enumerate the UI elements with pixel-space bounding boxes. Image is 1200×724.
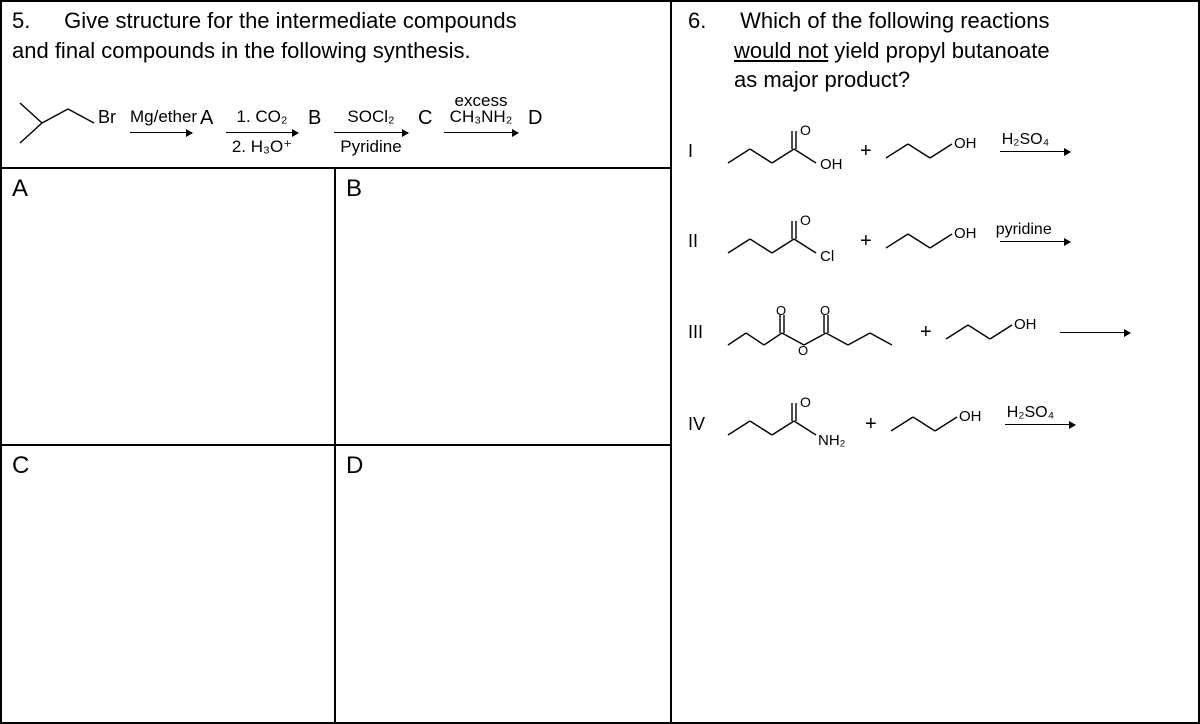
arrow-step2: 1. CO₂ 2. H₃O⁺ [226,117,298,138]
intermediate-B: B [308,107,321,130]
q5-text-line2: and final compounds in the following syn… [12,38,471,63]
roman-IV: IV [688,414,722,435]
reactant1-II-icon: O Cl [722,213,852,269]
q6-prompt: 6. Which of the following reactions woul… [688,6,1184,95]
roman-II: II [688,231,722,252]
question-6-column: 6. Which of the following reactions woul… [672,2,1198,722]
svg-text:O: O [800,394,811,410]
cond-arrow-III [1060,332,1130,333]
option-II: II O Cl + [688,213,1184,269]
roman-III: III [688,322,722,343]
reactant1-I-icon: O OH [722,123,852,179]
step2-top: 1. CO₂ [226,107,298,127]
option-IV: IV O NH₂ + [688,395,1184,453]
svg-text:OH: OH [954,135,977,152]
step4-mid: CH₃NH₂ [444,107,518,127]
question-5-column: 5. Give structure for the intermediate c… [2,2,672,722]
step2-bottom: 2. H₃O⁺ [226,137,298,157]
q5-reaction-scheme: Br Mg/ether A 1. CO₂ 2. H₃O⁺ B SOCl₂ [8,77,664,167]
cell-A: A [2,169,336,445]
reactant1-III-icon: O O O [722,303,912,361]
q5-answer-grid: A B C D [2,167,670,722]
plus-icon: + [860,230,872,253]
svg-text:O: O [800,212,811,228]
cond-arrow-IV: H₂SO₄ [1005,424,1075,425]
roman-I: I [688,141,722,162]
step3-top: SOCl₂ [334,107,408,127]
cond-I: H₂SO₄ [1002,131,1049,149]
q5-number: 5. [12,6,58,36]
option-III: III O O [688,303,1184,361]
step1-reagent: Mg/ether [130,107,192,127]
reactant2-IV-icon: OH [885,401,995,447]
step3-bottom: Pyridine [334,137,408,157]
arrow-step1: Mg/ether [130,117,192,138]
reactant2-II-icon: OH [880,218,990,264]
cond-arrow-I: H₂SO₄ [1000,151,1070,152]
q6-options: I O OH + [688,123,1184,453]
option-I: I O OH + [688,123,1184,179]
intermediate-D: D [528,107,542,130]
cell-D: D [336,446,670,722]
plus-icon: + [865,413,877,436]
svg-text:Cl: Cl [820,248,834,265]
plus-icon: + [860,140,872,163]
svg-text:O: O [800,122,811,138]
reactant2-III-icon: OH [940,309,1050,355]
svg-text:OH: OH [1014,316,1037,333]
intermediate-A: A [200,107,213,130]
svg-text:O: O [776,303,786,318]
svg-text:OH: OH [820,156,843,173]
plus-icon: + [920,321,932,344]
cond-arrow-II: pyridine [1000,241,1070,242]
q6-number: 6. [688,6,734,36]
reactant1-IV-icon: O NH₂ [722,395,857,453]
cell-C: C [2,446,336,722]
starting-material-icon [14,95,106,154]
svg-text:OH: OH [959,408,982,425]
q5-prompt: 5. Give structure for the intermediate c… [2,2,670,71]
cond-IV: H₂SO₄ [1007,404,1054,422]
svg-text:O: O [798,343,808,358]
intermediate-C: C [418,107,432,130]
q6-line3: as major product? [688,67,910,92]
svg-text:O: O [820,303,830,318]
q6-line1: Which of the following reactions [740,8,1049,33]
cond-II: pyridine [996,221,1052,239]
arrow-step4: excess CH₃NH₂ [444,117,518,138]
br-label: Br [98,107,116,128]
q6-wouldnot: would not [734,38,828,63]
arrow-step3: SOCl₂ Pyridine [334,117,408,138]
cell-B: B [336,169,670,445]
reactant2-I-icon: OH [880,128,990,174]
svg-text:NH₂: NH₂ [818,432,846,449]
worksheet-page: 5. Give structure for the intermediate c… [0,0,1200,724]
q6-line2b: yield propyl butanoate [828,38,1049,63]
svg-text:OH: OH [954,225,977,242]
q5-text-line1: Give structure for the intermediate comp… [64,8,516,33]
